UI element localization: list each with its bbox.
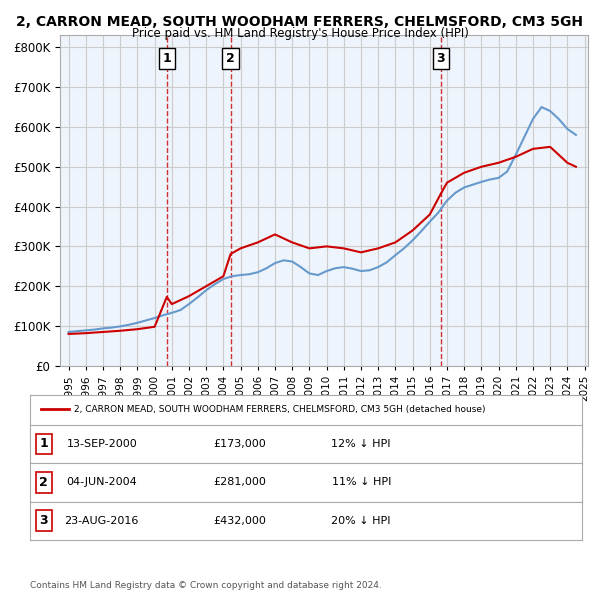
Text: 20% ↓ HPI: 20% ↓ HPI (331, 516, 391, 526)
Text: £432,000: £432,000 (214, 516, 266, 526)
Text: HPI: Average price, detached house, Chelmsford: HPI: Average price, detached house, Chel… (74, 427, 293, 436)
Text: 2: 2 (226, 52, 235, 65)
Text: 1: 1 (40, 437, 48, 451)
Text: 11% ↓ HPI: 11% ↓ HPI (332, 477, 391, 487)
Text: 12% ↓ HPI: 12% ↓ HPI (331, 439, 391, 449)
Text: 3: 3 (436, 52, 445, 65)
Text: 04-JUN-2004: 04-JUN-2004 (67, 477, 137, 487)
Text: 3: 3 (40, 514, 48, 527)
Text: £281,000: £281,000 (214, 477, 266, 487)
Text: Price paid vs. HM Land Registry's House Price Index (HPI): Price paid vs. HM Land Registry's House … (131, 27, 469, 40)
Text: 2, CARRON MEAD, SOUTH WOODHAM FERRERS, CHELMSFORD, CM3 5GH (detached house): 2, CARRON MEAD, SOUTH WOODHAM FERRERS, C… (74, 405, 485, 414)
Text: 13-SEP-2000: 13-SEP-2000 (67, 439, 137, 449)
Text: 23-AUG-2016: 23-AUG-2016 (65, 516, 139, 526)
Text: 2: 2 (40, 476, 48, 489)
Text: 2, CARRON MEAD, SOUTH WOODHAM FERRERS, CHELMSFORD, CM3 5GH: 2, CARRON MEAD, SOUTH WOODHAM FERRERS, C… (17, 15, 583, 29)
Text: £173,000: £173,000 (214, 439, 266, 449)
Text: Contains HM Land Registry data © Crown copyright and database right 2024.
This d: Contains HM Land Registry data © Crown c… (30, 581, 382, 590)
Text: 1: 1 (163, 52, 171, 65)
